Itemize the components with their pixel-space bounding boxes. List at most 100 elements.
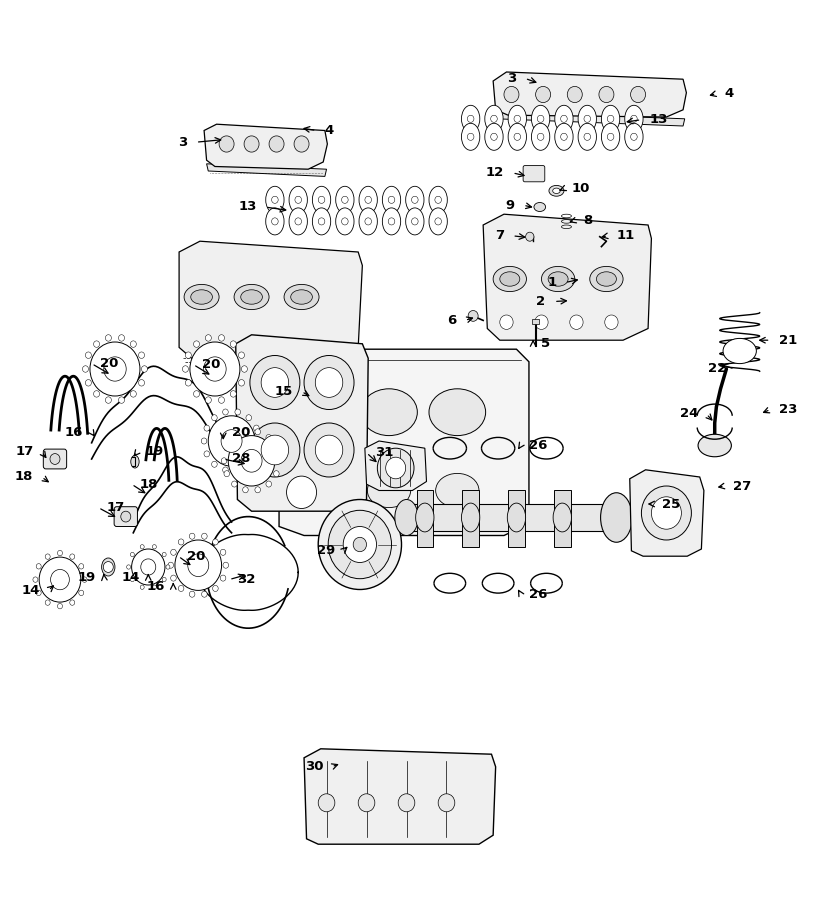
- Ellipse shape: [406, 208, 424, 235]
- Ellipse shape: [361, 389, 417, 436]
- Circle shape: [90, 342, 140, 396]
- Circle shape: [250, 356, 300, 410]
- Circle shape: [246, 415, 252, 421]
- Circle shape: [343, 526, 377, 562]
- Circle shape: [242, 487, 248, 493]
- Ellipse shape: [336, 208, 354, 235]
- Circle shape: [106, 335, 112, 341]
- Circle shape: [232, 435, 237, 441]
- Circle shape: [318, 196, 325, 203]
- Ellipse shape: [359, 208, 377, 235]
- Circle shape: [45, 600, 50, 606]
- Circle shape: [230, 341, 237, 347]
- Polygon shape: [304, 749, 496, 844]
- Circle shape: [398, 794, 415, 812]
- Circle shape: [204, 451, 210, 457]
- Ellipse shape: [596, 272, 616, 286]
- Circle shape: [118, 397, 124, 403]
- Circle shape: [255, 487, 261, 493]
- Circle shape: [467, 115, 474, 122]
- Circle shape: [166, 565, 170, 569]
- Ellipse shape: [555, 105, 573, 132]
- Circle shape: [212, 415, 217, 421]
- Circle shape: [182, 365, 188, 373]
- Text: 24: 24: [680, 408, 698, 420]
- Ellipse shape: [698, 435, 731, 457]
- Circle shape: [193, 391, 200, 397]
- Circle shape: [103, 562, 113, 572]
- Ellipse shape: [284, 284, 319, 310]
- Circle shape: [178, 585, 184, 591]
- Text: 19: 19: [146, 446, 164, 458]
- Circle shape: [537, 115, 544, 122]
- Circle shape: [138, 352, 144, 358]
- Circle shape: [607, 115, 614, 122]
- Polygon shape: [483, 214, 651, 340]
- Circle shape: [238, 352, 244, 358]
- Ellipse shape: [555, 123, 573, 150]
- Circle shape: [514, 133, 521, 140]
- Circle shape: [242, 428, 248, 435]
- Circle shape: [377, 448, 414, 488]
- Circle shape: [599, 86, 614, 103]
- Ellipse shape: [625, 105, 643, 132]
- Ellipse shape: [578, 105, 596, 132]
- Ellipse shape: [541, 266, 575, 292]
- Circle shape: [79, 590, 84, 596]
- Bar: [462, 490, 479, 547]
- Ellipse shape: [493, 266, 526, 292]
- Circle shape: [189, 591, 195, 598]
- Text: 14: 14: [122, 572, 140, 584]
- Polygon shape: [207, 164, 327, 176]
- Ellipse shape: [461, 503, 480, 532]
- Ellipse shape: [578, 123, 596, 150]
- Ellipse shape: [241, 290, 262, 304]
- Bar: [508, 490, 525, 547]
- Circle shape: [353, 537, 367, 552]
- Circle shape: [491, 115, 497, 122]
- Circle shape: [224, 471, 230, 477]
- Circle shape: [93, 341, 100, 347]
- Circle shape: [584, 115, 591, 122]
- Polygon shape: [493, 72, 686, 117]
- Circle shape: [152, 585, 157, 590]
- Ellipse shape: [289, 208, 307, 235]
- Circle shape: [412, 218, 418, 225]
- Circle shape: [222, 458, 227, 464]
- Circle shape: [70, 600, 75, 606]
- Circle shape: [246, 461, 252, 467]
- Text: 16: 16: [65, 426, 83, 438]
- Circle shape: [220, 575, 226, 581]
- Circle shape: [204, 357, 226, 382]
- Ellipse shape: [266, 208, 284, 235]
- Text: 25: 25: [662, 498, 681, 510]
- Text: 4: 4: [725, 87, 734, 100]
- Circle shape: [273, 445, 279, 451]
- Text: 13: 13: [238, 201, 257, 213]
- Circle shape: [228, 436, 275, 486]
- Ellipse shape: [102, 558, 115, 576]
- Ellipse shape: [485, 105, 503, 132]
- Circle shape: [250, 423, 300, 477]
- Circle shape: [438, 794, 455, 812]
- Ellipse shape: [461, 105, 480, 132]
- Ellipse shape: [416, 503, 434, 532]
- Circle shape: [435, 196, 441, 203]
- Circle shape: [235, 467, 241, 473]
- Circle shape: [222, 409, 228, 415]
- Circle shape: [82, 577, 87, 582]
- Circle shape: [93, 391, 100, 397]
- Circle shape: [86, 380, 92, 386]
- Circle shape: [118, 335, 124, 341]
- Circle shape: [388, 218, 395, 225]
- Circle shape: [36, 590, 41, 596]
- Circle shape: [202, 438, 207, 444]
- Text: 1: 1: [547, 276, 556, 289]
- Text: 13: 13: [650, 113, 668, 126]
- Circle shape: [342, 218, 348, 225]
- Ellipse shape: [382, 208, 401, 235]
- Circle shape: [261, 435, 288, 464]
- Circle shape: [168, 562, 173, 568]
- Ellipse shape: [553, 188, 561, 194]
- Circle shape: [208, 416, 255, 466]
